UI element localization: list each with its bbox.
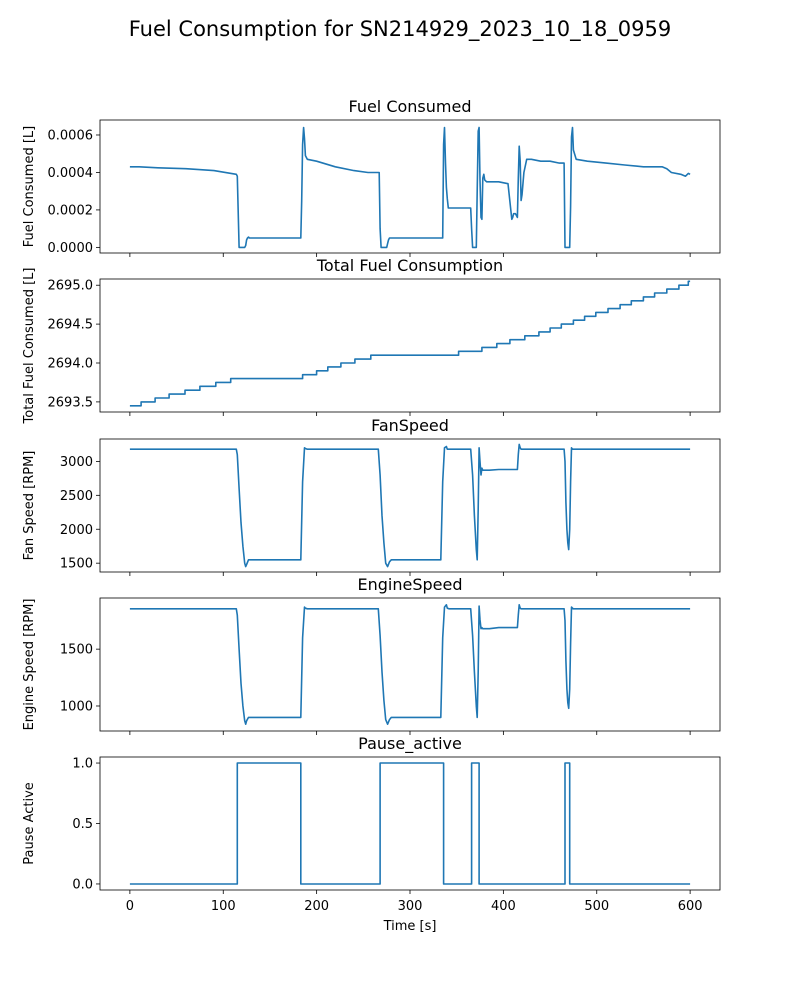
subplot-4: EngineSpeed Engine Speed [RPM] 1000 1500 <box>22 575 721 735</box>
y-tick-label: 1000 <box>60 699 93 714</box>
y-axis-label: Fuel Consumed [L] <box>22 126 37 247</box>
y-tick-label: 0.5 <box>72 817 93 832</box>
y-axis-label: Engine Speed [RPM] <box>22 599 37 731</box>
subplot-2: Total Fuel Consumption Total Fuel Consume… <box>22 256 721 425</box>
series-line <box>129 603 691 726</box>
y-tick-label: 3000 <box>60 455 93 470</box>
axes-frame <box>99 119 721 254</box>
figure-title: Fuel Consumption for SN214929_2023_10_18… <box>129 17 672 42</box>
y-tick-label: 2695.0 <box>48 279 94 294</box>
y-tick-label: 0.0 <box>72 877 93 892</box>
x-axis-label: Time [s] <box>383 919 437 934</box>
x-tick-label: 200 <box>304 899 329 914</box>
y-tick-label: 0.0000 <box>48 241 94 256</box>
series-line <box>129 443 691 568</box>
y-axis-label: Fan Speed [RPM] <box>22 451 37 561</box>
y-tick-label: 0.0002 <box>48 203 94 218</box>
subplot-title: Pause_active <box>358 734 462 754</box>
y-tick-label: 1500 <box>60 557 93 572</box>
series-line <box>129 126 691 249</box>
x-tick-label: 600 <box>678 899 703 914</box>
y-axis-label: Pause Active <box>22 782 37 865</box>
subplot-title: Fuel Consumed <box>348 97 471 116</box>
subplot-1: Fuel Consumed Fuel Consumed [L] 0.0000 0.00… <box>22 97 721 257</box>
y-tick-label: 2694.5 <box>48 318 94 333</box>
y-tick-label: 0.0004 <box>48 166 94 181</box>
y-tick-label: 2694.0 <box>48 357 94 372</box>
x-tick-label: 500 <box>584 899 609 914</box>
subplot-title: FanSpeed <box>371 416 449 435</box>
y-tick-label: 2693.5 <box>48 395 94 410</box>
y-tick-label: 0.0006 <box>48 128 94 143</box>
series-line <box>129 280 691 407</box>
subplot-5: Pause_active Pause Active 0.0 0.5 1.0 0 100 200… <box>22 734 721 914</box>
y-tick-label: 2500 <box>60 489 93 504</box>
axes-frame <box>99 278 721 413</box>
x-tick-label: 400 <box>491 899 516 914</box>
y-tick-label: 1.0 <box>72 757 93 772</box>
x-tick-label: 300 <box>398 899 423 914</box>
subplot-title: EngineSpeed <box>358 575 463 594</box>
subplot-3: FanSpeed Fan Speed [RPM] 1500 2000 2500 3000 <box>22 416 721 576</box>
series-line <box>129 762 691 885</box>
axes-frame <box>99 438 721 573</box>
axes-frame <box>99 597 721 732</box>
y-tick-label: 1500 <box>60 643 93 658</box>
x-tick-label: 0 <box>126 899 134 914</box>
subplot-title: Total Fuel Consumption <box>316 256 503 275</box>
y-axis-label: Total Fuel Consumed [L] <box>22 268 37 425</box>
x-tick-label: 100 <box>211 899 236 914</box>
y-tick-label: 2000 <box>60 523 93 538</box>
axes-frame <box>99 756 721 891</box>
